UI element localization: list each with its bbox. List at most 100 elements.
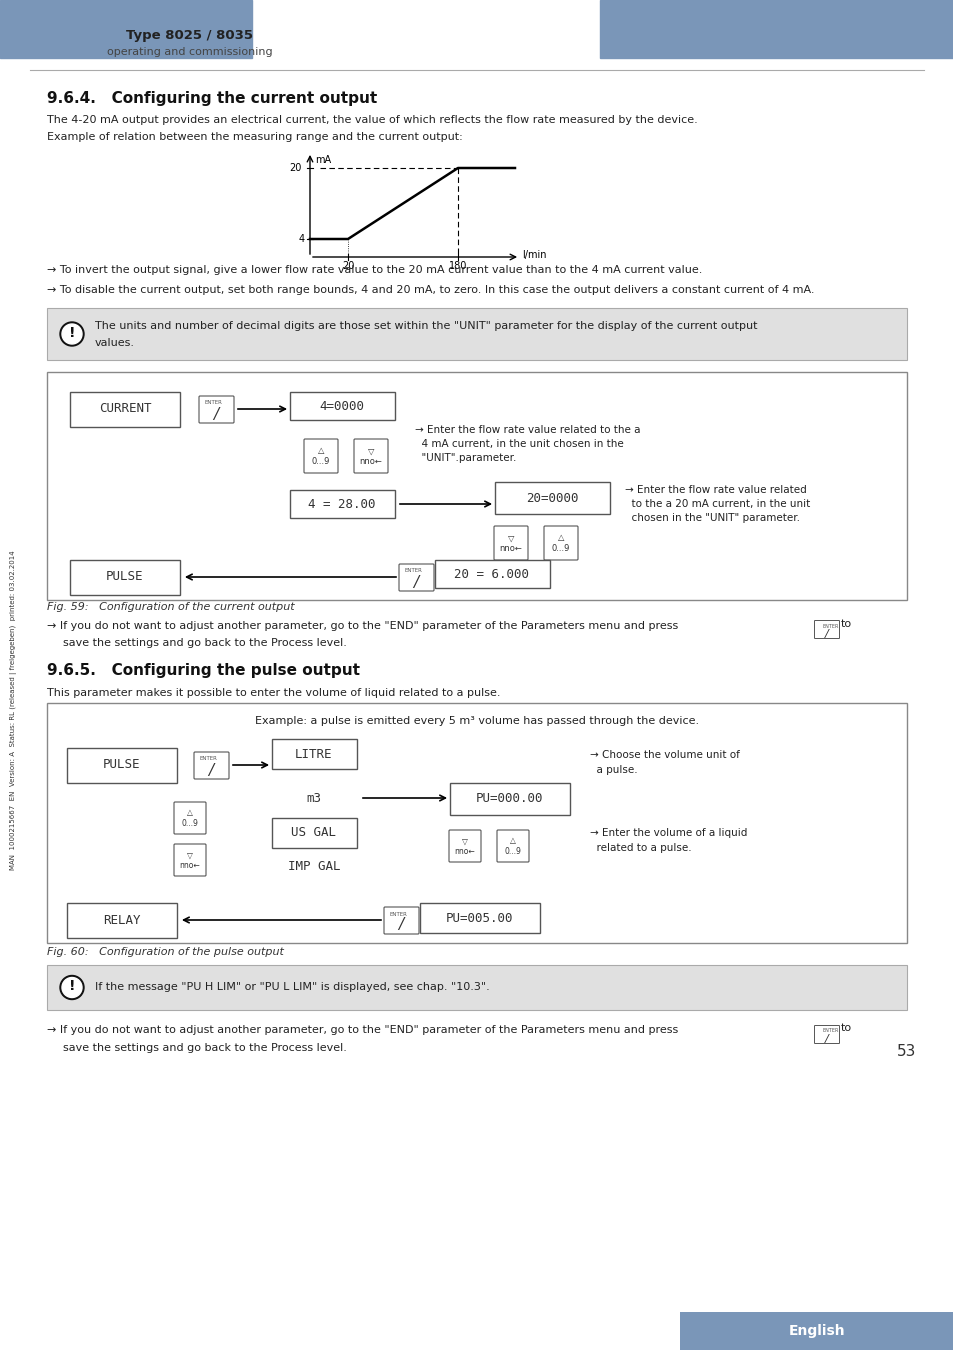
- Text: FLUID CONTROL SYSTEMS: FLUID CONTROL SYSTEMS: [698, 47, 787, 53]
- Text: If the message "PU H LIM" or "PU L LIM" is displayed, see chap. "10.3".: If the message "PU H LIM" or "PU L LIM" …: [95, 983, 489, 992]
- Text: PU=005.00: PU=005.00: [446, 911, 514, 925]
- Bar: [721, 12, 729, 16]
- Bar: [47, 308, 906, 360]
- Text: △
0...9: △ 0...9: [551, 533, 570, 552]
- Text: /: /: [398, 918, 403, 933]
- Text: LITRE: LITRE: [294, 748, 333, 760]
- Text: to: to: [841, 620, 851, 629]
- Text: → To invert the output signal, give a lower flow rate value to the 20 mA current: → To invert the output signal, give a lo…: [47, 265, 701, 275]
- Text: PULSE: PULSE: [106, 571, 144, 583]
- Text: PULSE: PULSE: [103, 759, 141, 771]
- Text: Example of relation between the measuring range and the current output:: Example of relation between the measurin…: [47, 132, 462, 142]
- FancyBboxPatch shape: [497, 830, 529, 863]
- Text: save the settings and go back to the Process level.: save the settings and go back to the Pro…: [63, 639, 347, 648]
- Text: chosen in the "UNIT" parameter.: chosen in the "UNIT" parameter.: [624, 513, 800, 522]
- Bar: [272, 818, 356, 848]
- Text: ▽
nno←: ▽ nno←: [455, 836, 475, 856]
- Text: m3: m3: [306, 791, 321, 805]
- Bar: [290, 490, 395, 518]
- Text: 4 = 28.00: 4 = 28.00: [308, 498, 375, 510]
- Bar: [70, 560, 180, 595]
- Text: △
0...9: △ 0...9: [181, 809, 198, 828]
- Text: RELAY: RELAY: [103, 914, 141, 926]
- FancyBboxPatch shape: [814, 1026, 839, 1044]
- Bar: [47, 703, 906, 944]
- FancyBboxPatch shape: [494, 526, 527, 560]
- Text: to the a 20 mA current, in the unit: to the a 20 mA current, in the unit: [624, 500, 809, 509]
- Text: 4 mA current, in the unit chosen in the: 4 mA current, in the unit chosen in the: [415, 439, 623, 450]
- Text: MAN  1000215667  EN  Version: A  Status: RL (released | freigegeben)  printed: 0: MAN 1000215667 EN Version: A Status: RL …: [10, 551, 17, 869]
- Text: 180: 180: [448, 261, 467, 271]
- Text: 53: 53: [897, 1045, 916, 1060]
- Circle shape: [60, 323, 84, 346]
- Text: → Enter the flow rate value related: → Enter the flow rate value related: [624, 485, 806, 495]
- Text: ENTER: ENTER: [405, 568, 422, 574]
- Text: save the settings and go back to the Process level.: save the settings and go back to the Pro…: [63, 1044, 347, 1053]
- Text: /: /: [824, 629, 828, 639]
- Text: values.: values.: [95, 338, 135, 348]
- Text: ENTER: ENTER: [822, 624, 839, 629]
- Text: ▽
nno←: ▽ nno←: [179, 850, 200, 869]
- Bar: [272, 738, 356, 769]
- Text: 4=0000: 4=0000: [319, 400, 364, 413]
- Text: US GAL: US GAL: [292, 826, 336, 840]
- Text: ENTER: ENTER: [205, 401, 223, 405]
- Text: to: to: [841, 1023, 851, 1033]
- Bar: [290, 392, 395, 420]
- Text: /: /: [213, 406, 218, 421]
- FancyBboxPatch shape: [304, 439, 337, 472]
- FancyBboxPatch shape: [173, 844, 206, 876]
- Bar: [70, 392, 180, 427]
- Bar: [495, 482, 609, 514]
- Circle shape: [60, 976, 84, 999]
- Text: Fig. 59:   Configuration of the current output: Fig. 59: Configuration of the current ou…: [47, 602, 294, 612]
- Text: operating and commissioning: operating and commissioning: [107, 47, 273, 57]
- FancyBboxPatch shape: [193, 752, 229, 779]
- Text: Example: a pulse is emitted every 5 m³ volume has passed through the device.: Example: a pulse is emitted every 5 m³ v…: [254, 716, 699, 726]
- Text: → If you do not want to adjust another parameter, go to the "END" parameter of t: → If you do not want to adjust another p…: [47, 621, 678, 630]
- Text: → Choose the volume unit of: → Choose the volume unit of: [589, 751, 740, 760]
- Bar: [47, 965, 906, 1010]
- Bar: [67, 903, 177, 938]
- Text: CURRENT: CURRENT: [99, 402, 152, 416]
- Text: "UNIT".parameter.: "UNIT".parameter.: [415, 454, 516, 463]
- Text: /: /: [824, 1034, 828, 1044]
- Bar: [419, 903, 539, 933]
- Text: This parameter makes it possible to enter the volume of liquid related to a puls: This parameter makes it possible to ente…: [47, 688, 500, 698]
- Bar: [709, 12, 718, 16]
- FancyBboxPatch shape: [814, 621, 839, 639]
- Bar: [0, 0, 252, 58]
- Text: 9.6.5.   Configuring the pulse output: 9.6.5. Configuring the pulse output: [47, 663, 359, 678]
- Text: IMP GAL: IMP GAL: [288, 860, 340, 872]
- Text: → To disable the current output, set both range bounds, 4 and 20 mA, to zero. In: → To disable the current output, set bot…: [47, 285, 814, 296]
- Text: mA: mA: [314, 155, 331, 165]
- Text: !: !: [69, 325, 75, 340]
- Text: ENTER: ENTER: [822, 1029, 839, 1034]
- Circle shape: [62, 977, 82, 998]
- Bar: [67, 748, 177, 783]
- Text: △
0...9: △ 0...9: [504, 836, 521, 856]
- Text: The 4-20 mA output provides an electrical current, the value of which reflects t: The 4-20 mA output provides an electrica…: [47, 115, 697, 126]
- Text: ENTER: ENTER: [390, 911, 408, 917]
- Text: ▽
nno←: ▽ nno←: [499, 533, 522, 552]
- Circle shape: [62, 324, 82, 344]
- Bar: [435, 560, 550, 589]
- Text: 20 = 6.000: 20 = 6.000: [454, 567, 529, 580]
- FancyBboxPatch shape: [449, 830, 480, 863]
- Text: l/min: l/min: [521, 250, 546, 261]
- Text: → If you do not want to adjust another parameter, go to the "END" parameter of t: → If you do not want to adjust another p…: [47, 1025, 678, 1035]
- Text: △
0...9: △ 0...9: [312, 447, 330, 466]
- FancyBboxPatch shape: [199, 396, 233, 423]
- Text: 20: 20: [290, 163, 302, 173]
- Text: 20=0000: 20=0000: [525, 491, 578, 505]
- FancyBboxPatch shape: [398, 564, 434, 591]
- Text: bürkert: bürkert: [698, 24, 791, 45]
- Text: /: /: [208, 763, 213, 778]
- FancyBboxPatch shape: [354, 439, 388, 472]
- Text: English: English: [788, 1324, 844, 1338]
- Text: → Enter the volume of a liquid: → Enter the volume of a liquid: [589, 828, 746, 838]
- Text: related to a pulse.: related to a pulse.: [589, 842, 691, 853]
- Bar: [733, 12, 763, 16]
- Text: !: !: [69, 980, 75, 994]
- Text: The units and number of decimal digits are those set within the "UNIT" parameter: The units and number of decimal digits a…: [95, 321, 757, 331]
